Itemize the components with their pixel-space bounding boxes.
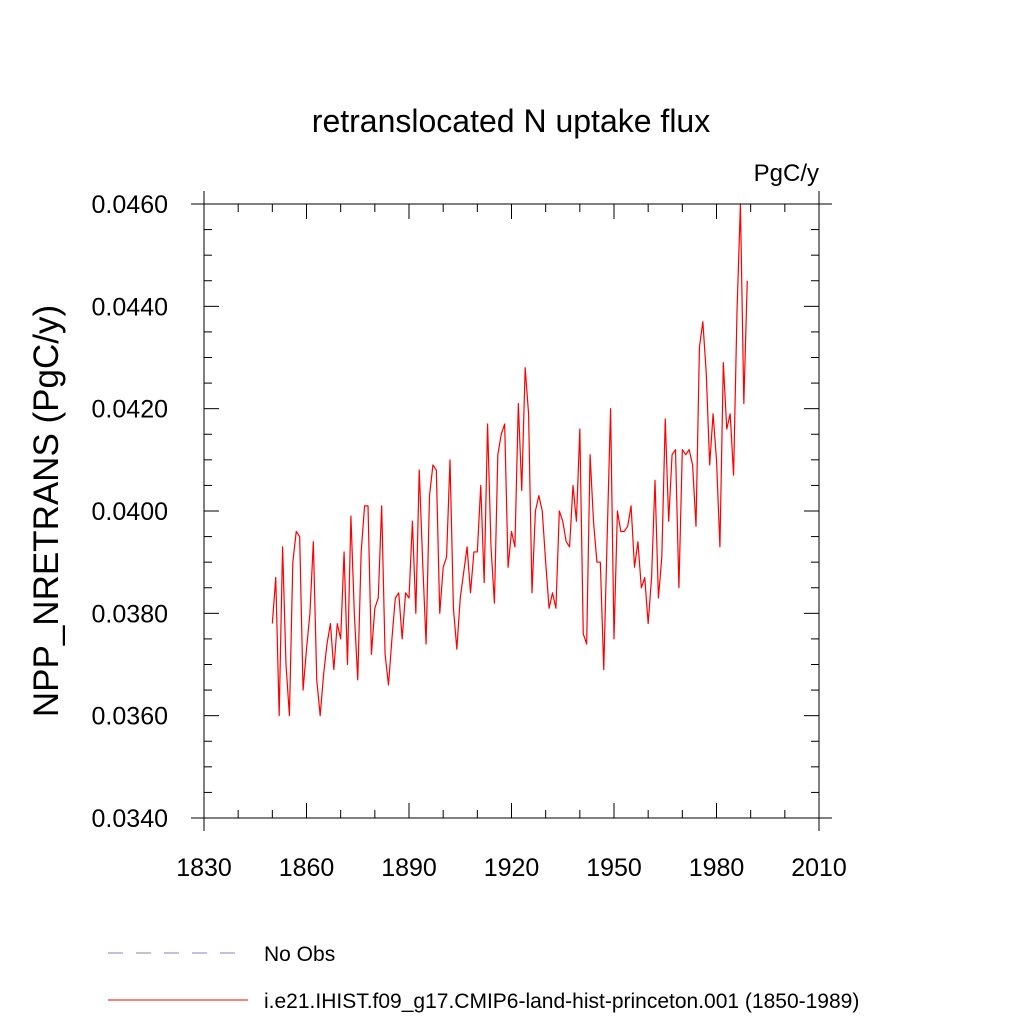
x-tick-label: 1950	[586, 854, 642, 882]
x-tick-label: 1830	[176, 854, 232, 882]
y-tick-label: 0.0400	[92, 498, 168, 526]
plot-frame	[203, 203, 820, 819]
y-axis-label: NPP_NRETRANS (PgC/y)	[27, 305, 66, 717]
plot-lines	[271, 203, 748, 717]
ticks	[191, 191, 832, 831]
y-tick-label: 0.0360	[92, 703, 168, 731]
y-tick-label: 0.0440	[92, 293, 168, 321]
x-tick-label: 2010	[791, 854, 847, 882]
y-tick-label: 0.0340	[92, 805, 168, 833]
series-line	[271, 203, 748, 717]
x-tick-label: 1980	[689, 854, 745, 882]
chart-title: retranslocated N uptake flux	[312, 103, 710, 139]
tick-labels: 1830 1860 1890 1920 1950 1980 2010 0.0340 0.0360…	[92, 191, 847, 882]
legend-label: No Obs	[264, 943, 335, 966]
x-tick-label: 1890	[381, 854, 437, 882]
y-tick-label: 0.0420	[92, 396, 168, 424]
y-tick-label: 0.0380	[92, 600, 168, 628]
y-tick-label: 0.0460	[92, 191, 168, 219]
x-tick-label: 1920	[484, 854, 540, 882]
x-tick-label: 1860	[279, 854, 335, 882]
legend: No Obs i.e21.IHIST.f09_g17.CMIP6-land-his…	[108, 943, 859, 1013]
units-label: PgC/y	[754, 160, 819, 187]
legend-label: i.e21.IHIST.f09_g17.CMIP6-land-hist-prin…	[264, 990, 859, 1013]
